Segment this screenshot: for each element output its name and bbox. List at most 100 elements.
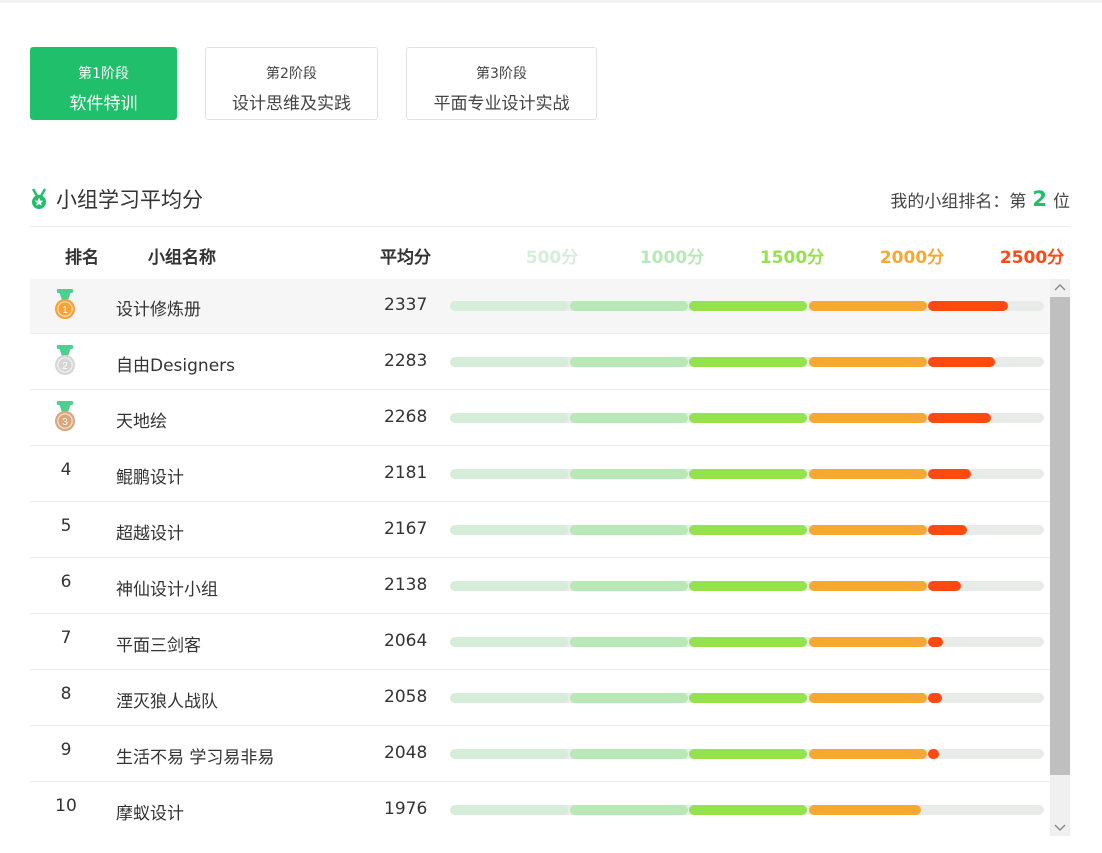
average-score: 2337 — [384, 295, 428, 315]
column-tick-2000: 2000分 — [879, 248, 945, 268]
average-score: 1976 — [384, 799, 428, 819]
stage-tab-2[interactable]: 第2阶段 设计思维及实践 — [205, 47, 378, 120]
average-score: 2268 — [384, 407, 428, 427]
score-bar-segment — [569, 525, 688, 535]
ranking-list: 1 设计修炼册 2337 2 自由Designers 2283 3 天地绘 2268 4 鲲鹏设计 2… — [30, 279, 1050, 836]
score-bar-segment — [928, 469, 971, 479]
score-bar-segment — [569, 637, 688, 647]
column-tick-2500: 2500分 — [999, 248, 1065, 268]
group-name: 自由Designers — [116, 356, 235, 376]
table-row: 10 摩蚁设计 1976 — [30, 783, 1050, 836]
my-group-rank: 我的小组排名：第 2 位 — [890, 184, 1070, 214]
scrollbar[interactable] — [1050, 279, 1070, 836]
group-name: 超越设计 — [116, 524, 184, 544]
table-header: 排名 小组名称 平均分 500分 1000分 1500分 2000分 2500分 — [30, 236, 1070, 272]
score-bar — [450, 413, 1044, 423]
score-bar-segment — [928, 749, 940, 759]
score-bar-segment — [928, 581, 961, 591]
group-name: 设计修炼册 — [116, 300, 201, 320]
score-bar-segment — [928, 525, 968, 535]
top-border — [0, 0, 1102, 3]
score-bar-segment — [569, 805, 688, 815]
chevron-down-icon[interactable] — [1050, 818, 1070, 836]
score-bar-segment — [689, 581, 807, 591]
my-rank-value: 2 — [1032, 187, 1047, 211]
score-bar-segment — [689, 693, 807, 703]
group-name: 湮灭狼人战队 — [116, 692, 218, 712]
svg-text:1: 1 — [62, 305, 68, 316]
score-bar-segment — [569, 469, 688, 479]
table-row: 8 湮灭狼人战队 2058 — [30, 671, 1050, 726]
rank-number: 7 — [60, 628, 72, 648]
average-score: 2064 — [384, 631, 428, 651]
score-bar-segment — [808, 637, 927, 647]
group-name: 天地绘 — [116, 412, 167, 432]
table-row: 7 平面三剑客 2064 — [30, 615, 1050, 670]
score-bar-segment — [569, 413, 688, 423]
score-bar-segment — [928, 693, 942, 703]
table-row: 2 自由Designers 2283 — [30, 335, 1050, 390]
rank-number: 5 — [60, 516, 72, 536]
score-bar-segment — [450, 301, 568, 311]
score-bar-segment — [808, 469, 927, 479]
group-name: 鲲鹏设计 — [116, 468, 184, 488]
score-bar-segment — [569, 749, 688, 759]
group-name: 摩蚁设计 — [116, 804, 184, 824]
score-bar-segment — [450, 525, 568, 535]
stage-tab-1[interactable]: 第1阶段 软件特训 — [30, 47, 177, 120]
my-rank-prefix: 我的小组排名：第 — [890, 191, 1027, 212]
section-title: 小组学习平均分 — [56, 188, 203, 212]
column-tick-1000: 1000分 — [639, 248, 705, 268]
score-bar-segment — [808, 301, 927, 311]
score-bar-segment — [689, 805, 807, 815]
average-score: 2138 — [384, 575, 428, 595]
group-name: 生活不易 学习易非易 — [116, 748, 275, 768]
score-bar-segment — [569, 301, 688, 311]
table-row: 1 设计修炼册 2337 — [30, 279, 1050, 334]
score-bar-segment — [689, 525, 807, 535]
group-name: 平面三剑客 — [116, 636, 201, 656]
stage-tab-number: 第1阶段 — [78, 66, 129, 82]
score-bar-segment — [569, 693, 688, 703]
score-bar-segment — [808, 749, 927, 759]
average-score: 2181 — [384, 463, 428, 483]
rank-number: 9 — [60, 740, 72, 760]
bronze-medal-icon: 3 — [55, 401, 75, 431]
score-bar-segment — [928, 301, 1008, 311]
score-bar-segment — [808, 525, 927, 535]
score-bar — [450, 693, 1044, 703]
chevron-up-icon[interactable] — [1050, 279, 1070, 297]
column-tick-500: 500分 — [525, 248, 579, 268]
score-bar-segment — [450, 749, 568, 759]
score-bar-segment — [808, 581, 927, 591]
score-bar-segment — [450, 469, 568, 479]
stage-tab-name: 设计思维及实践 — [232, 94, 351, 114]
score-bar-segment — [928, 357, 995, 367]
scrollbar-thumb[interactable] — [1050, 297, 1070, 775]
divider — [30, 226, 1070, 227]
score-bar-segment — [450, 805, 568, 815]
score-bar-segment — [689, 413, 807, 423]
score-bar — [450, 581, 1044, 591]
score-bar-segment — [689, 357, 807, 367]
table-row: 6 神仙设计小组 2138 — [30, 559, 1050, 614]
column-name: 小组名称 — [148, 248, 216, 268]
score-bar-segment — [928, 637, 944, 647]
my-rank-suffix: 位 — [1053, 191, 1070, 212]
silver-medal-icon: 2 — [55, 345, 75, 375]
gold-medal-icon: 1 — [55, 289, 75, 319]
score-bar-segment — [689, 637, 807, 647]
average-score: 2058 — [384, 687, 428, 707]
table-row: 4 鲲鹏设计 2181 — [30, 447, 1050, 502]
average-score: 2167 — [384, 519, 428, 539]
score-bar-segment — [569, 581, 688, 591]
stage-tab-3[interactable]: 第3阶段 平面专业设计实战 — [406, 47, 597, 120]
score-bar — [450, 749, 1044, 759]
score-bar-segment — [689, 301, 807, 311]
rank-number: 10 — [55, 796, 77, 816]
score-bar-segment — [808, 693, 927, 703]
score-bar-segment — [808, 357, 927, 367]
score-bar-segment — [450, 357, 568, 367]
stage-tab-number: 第3阶段 — [476, 66, 527, 82]
score-bar-segment — [450, 637, 568, 647]
